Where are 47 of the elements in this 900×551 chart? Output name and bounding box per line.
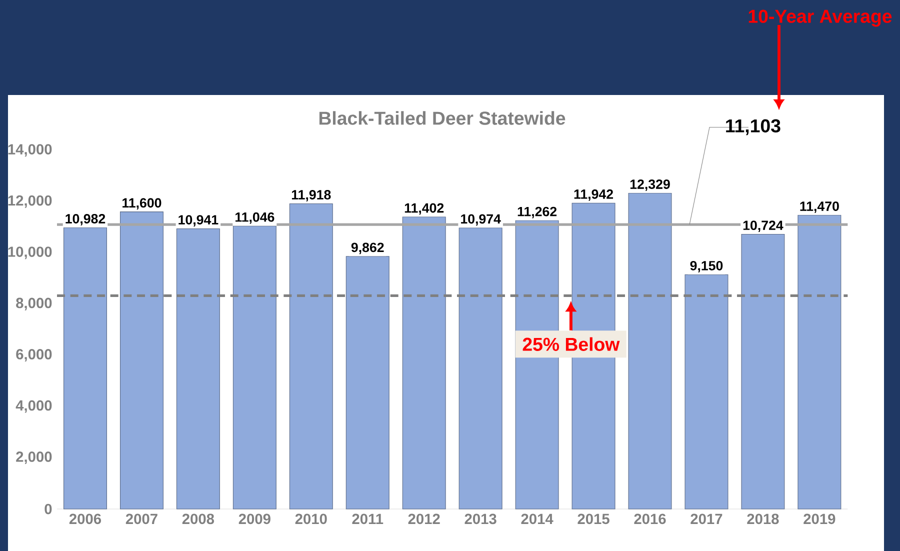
y-tick-label: 2,000	[16, 452, 52, 464]
chart-title: Black-Tailed Deer Statewide	[319, 111, 566, 125]
data-label: 11,918	[292, 190, 331, 202]
ref-line-label: 11,103	[726, 119, 780, 136]
x-tick-label: 2015	[578, 514, 610, 524]
bar	[798, 214, 842, 510]
x-tick-label: 2018	[747, 514, 779, 524]
x-tick-label: 2016	[634, 514, 666, 524]
data-label: 11,402	[404, 203, 444, 215]
bar	[289, 203, 333, 510]
y-tick-label: 0	[44, 504, 52, 514]
data-label: 10,982	[66, 214, 106, 226]
data-label: 12,329	[630, 180, 670, 191]
y-tick-label: 4,000	[16, 400, 52, 413]
data-label: 10,974	[461, 214, 501, 226]
x-tick-label: 2010	[295, 514, 327, 524]
data-label: 11,942	[574, 189, 614, 201]
x-tick-label: 2014	[521, 514, 554, 524]
data-label: 11,600	[122, 198, 162, 210]
x-tick-label: 2017	[690, 514, 722, 524]
text: 10-Year Average	[748, 10, 892, 27]
bar	[402, 216, 446, 510]
x-tick-label: 2009	[238, 514, 270, 524]
data-label: 11,470	[800, 202, 839, 213]
bar	[684, 274, 728, 510]
y-tick-label: 6,000	[16, 349, 52, 362]
y-tick-label: 14,000	[8, 144, 52, 157]
x-tick-label: 2013	[464, 514, 496, 524]
y-tick-label: 12,000	[8, 195, 52, 208]
bar	[741, 234, 785, 510]
data-label: 10,941	[178, 215, 218, 226]
y-tick-label: 10,000	[8, 246, 52, 260]
data-label: 9,862	[351, 242, 384, 254]
data-label: 10,724	[743, 220, 784, 232]
x-tick-label: 2012	[408, 514, 440, 524]
data-label: 9,150	[690, 260, 723, 272]
x-tick-label: 2008	[182, 514, 214, 524]
x-tick-label: 2011	[352, 514, 384, 524]
data-label: 11,262	[518, 206, 557, 218]
bar	[346, 256, 390, 510]
x-tick-label: 2006	[69, 514, 102, 524]
data-label: 11,046	[235, 212, 274, 224]
bar	[628, 192, 672, 510]
y-tick-label: 8,000	[16, 298, 52, 310]
x-tick-label: 2007	[126, 514, 158, 524]
x-tick-label: 2019	[804, 514, 836, 524]
ref-line-label: 25% Below	[522, 337, 620, 351]
